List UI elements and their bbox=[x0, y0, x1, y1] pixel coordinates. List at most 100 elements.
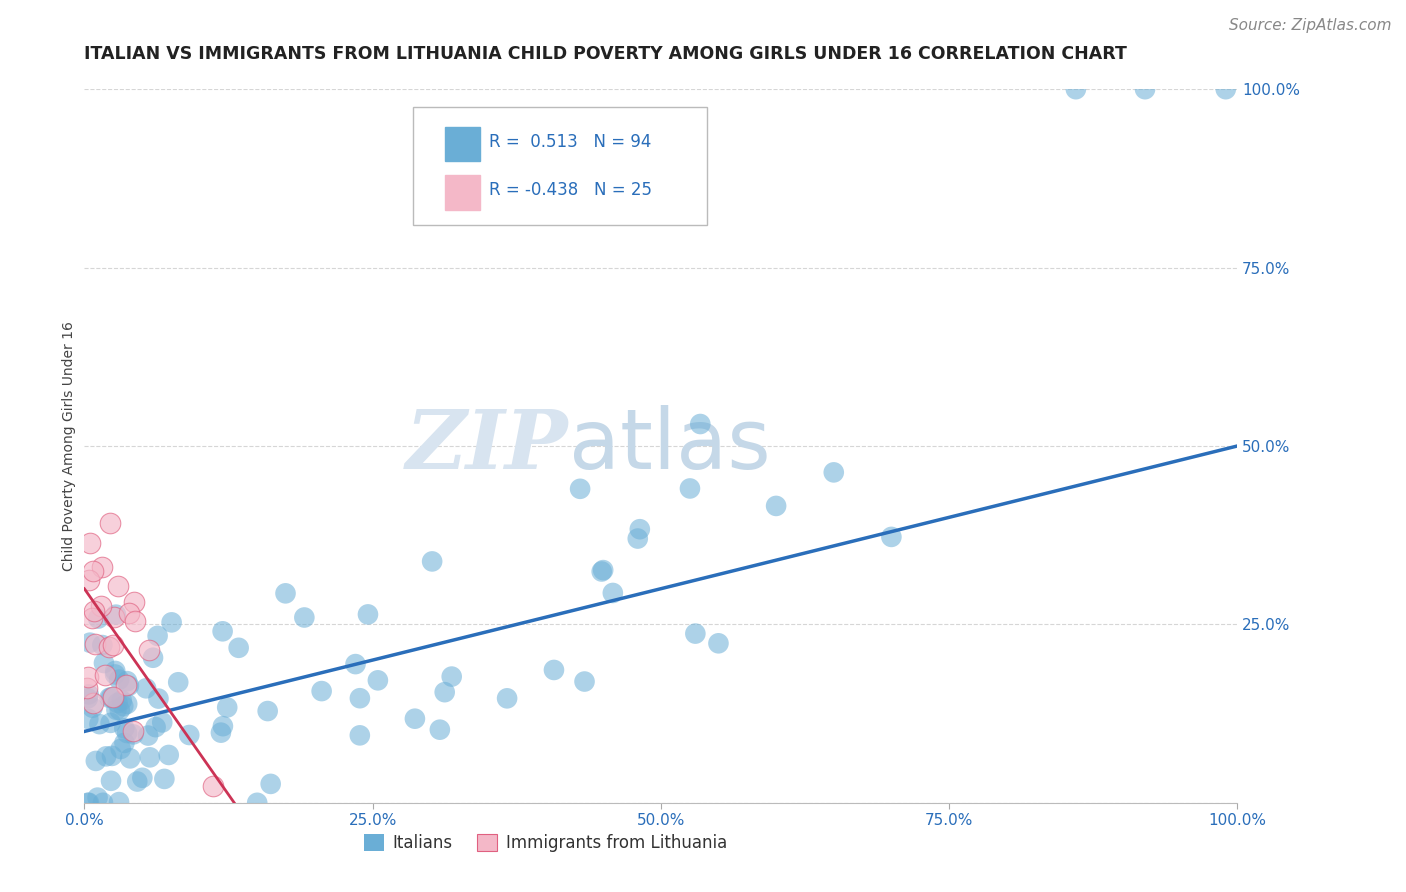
Point bbox=[880, 530, 903, 544]
Point bbox=[160, 615, 183, 630]
Point bbox=[90, 599, 112, 613]
Point bbox=[209, 725, 232, 739]
Point bbox=[98, 690, 121, 705]
Point bbox=[212, 719, 235, 733]
Point bbox=[104, 667, 127, 681]
FancyBboxPatch shape bbox=[413, 107, 707, 225]
Point bbox=[429, 723, 451, 737]
Point bbox=[87, 611, 110, 625]
Point bbox=[94, 668, 117, 682]
Point bbox=[100, 690, 122, 705]
Point bbox=[76, 681, 98, 695]
Point bbox=[274, 586, 297, 600]
Point bbox=[1064, 82, 1087, 96]
Point bbox=[79, 635, 101, 649]
Point bbox=[591, 565, 613, 579]
Point bbox=[118, 606, 141, 620]
Point bbox=[349, 728, 371, 742]
Point bbox=[82, 696, 104, 710]
Point bbox=[101, 638, 124, 652]
Text: atlas: atlas bbox=[568, 406, 770, 486]
Point bbox=[420, 554, 443, 568]
Point bbox=[689, 417, 711, 431]
Bar bbox=[446, 127, 479, 161]
Point bbox=[602, 586, 624, 600]
Point bbox=[148, 691, 170, 706]
Point bbox=[211, 624, 233, 639]
Point bbox=[627, 532, 650, 546]
Point bbox=[112, 721, 135, 735]
Point bbox=[108, 703, 131, 717]
Point bbox=[202, 779, 225, 793]
Point bbox=[91, 796, 114, 810]
Point bbox=[685, 626, 707, 640]
Point bbox=[79, 536, 101, 550]
Point bbox=[98, 640, 121, 654]
Point bbox=[433, 685, 456, 699]
Point bbox=[76, 691, 98, 706]
Text: R = -0.438   N = 25: R = -0.438 N = 25 bbox=[489, 181, 652, 199]
Point bbox=[122, 727, 145, 741]
Point bbox=[107, 578, 129, 592]
Point bbox=[124, 614, 146, 628]
Point bbox=[157, 747, 180, 762]
Point bbox=[367, 673, 389, 688]
Point bbox=[292, 610, 315, 624]
Point bbox=[110, 742, 132, 756]
Point bbox=[77, 687, 100, 701]
Point bbox=[101, 748, 124, 763]
Text: ZIP: ZIP bbox=[406, 406, 568, 486]
Point bbox=[569, 482, 592, 496]
Point bbox=[260, 777, 283, 791]
Point bbox=[108, 795, 131, 809]
Point bbox=[150, 715, 173, 730]
Point bbox=[115, 674, 138, 689]
Point bbox=[77, 573, 100, 587]
Point bbox=[114, 678, 136, 692]
Point bbox=[93, 656, 115, 670]
Point bbox=[217, 700, 239, 714]
Point bbox=[1133, 82, 1156, 96]
Point bbox=[82, 700, 104, 714]
Point bbox=[1215, 82, 1237, 96]
Point bbox=[404, 712, 426, 726]
Point bbox=[228, 640, 250, 655]
Point bbox=[592, 563, 614, 577]
Point bbox=[707, 636, 730, 650]
Point bbox=[105, 703, 128, 717]
Point bbox=[496, 691, 519, 706]
Text: R =  0.513   N = 94: R = 0.513 N = 94 bbox=[489, 133, 651, 151]
Point bbox=[679, 482, 702, 496]
Point bbox=[77, 712, 100, 726]
Point bbox=[118, 679, 141, 693]
Point bbox=[100, 773, 122, 788]
Point bbox=[84, 637, 107, 651]
Point bbox=[823, 466, 845, 480]
Point bbox=[543, 663, 565, 677]
Y-axis label: Child Poverty Among Girls Under 16: Child Poverty Among Girls Under 16 bbox=[62, 321, 76, 571]
Point bbox=[146, 629, 169, 643]
Point bbox=[115, 697, 138, 711]
Point bbox=[139, 750, 162, 764]
Point bbox=[100, 516, 122, 530]
Point bbox=[136, 729, 159, 743]
Point bbox=[145, 720, 167, 734]
Point bbox=[440, 670, 463, 684]
Point bbox=[135, 681, 157, 696]
Point bbox=[167, 675, 190, 690]
Point bbox=[89, 717, 111, 731]
Legend: Italians, Immigrants from Lithuania: Italians, Immigrants from Lithuania bbox=[357, 827, 734, 859]
Point bbox=[142, 650, 165, 665]
Point bbox=[82, 611, 104, 625]
Point bbox=[122, 723, 145, 738]
Point bbox=[765, 499, 787, 513]
Bar bbox=[446, 176, 479, 210]
Point bbox=[122, 595, 145, 609]
Point bbox=[120, 751, 142, 765]
Point bbox=[179, 728, 201, 742]
Point bbox=[77, 796, 100, 810]
Point bbox=[84, 754, 107, 768]
Point bbox=[94, 749, 117, 764]
Point bbox=[138, 643, 160, 657]
Point bbox=[349, 691, 371, 706]
